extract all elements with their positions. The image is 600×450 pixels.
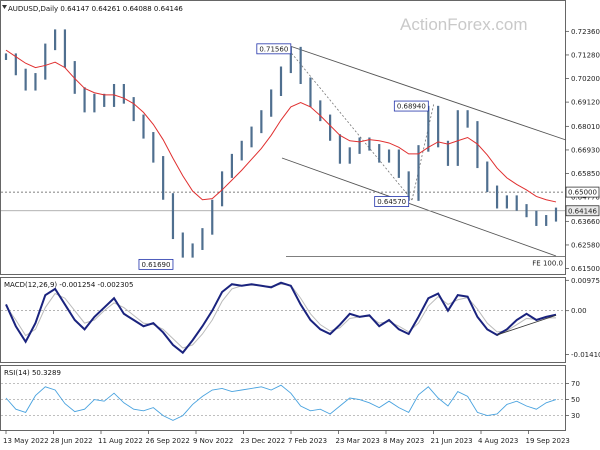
price-ytick-label-2: 0.70200 (571, 75, 600, 83)
rsi-line (5, 384, 557, 421)
xtick-label-7: 23 Mar 2023 (336, 437, 380, 445)
price-panel-title: AUDUSD,Daily 0.64147 0.64261 0.64088 0.6… (8, 5, 183, 13)
price-ytick-label-8: 0.63660 (571, 218, 600, 226)
macd-ytick-label-1: 0.00 (571, 307, 587, 315)
annotation-box-1 (393, 100, 429, 112)
price-ytick-label-5: 0.66930 (571, 146, 600, 154)
macd-ytick-label-2: -0.014107 (571, 351, 600, 359)
price-tag-box-0 (565, 186, 600, 198)
xtick-label-9: 21 Jun 2023 (431, 437, 473, 445)
price-ytick-label-7: 0.64770 (571, 194, 600, 202)
annotation-box-2 (374, 196, 410, 207)
annotation-label-1: 0.68940 (397, 103, 426, 111)
rsi-ytick-label-0: 70 (571, 380, 580, 388)
moving-average-line (5, 49, 557, 203)
axis-layer: 0.72360 0.71280 0.70200 0.69120 0.68010 0.669… (3, 28, 600, 445)
macd-panel-frame (0, 277, 566, 363)
channel-upper-line (283, 43, 567, 141)
xtick-label-8: 8 May 2023 (383, 437, 424, 445)
rsi-ytick-label-1: 50 (571, 396, 580, 404)
projection-dashed-1 (283, 43, 413, 201)
rsi-panel-title: RSI(14) 50.3289 (4, 369, 61, 377)
price-ytick-label-10: 0.61500 (571, 265, 600, 273)
annotation-box-0 (256, 43, 292, 55)
xtick-label-0: 13 May 2022 (3, 437, 49, 445)
price-ytick-label-1: 0.71280 (571, 51, 600, 59)
annotation-label-3: 0.61690 (141, 261, 170, 269)
macd-panel-title: MACD(12,26,9) -0.001254 -0.002305 (4, 281, 133, 289)
channel-lower-line (281, 157, 557, 257)
xtick-label-4: 9 Nov 2022 (193, 437, 233, 445)
dropdown-triangle-icon[interactable] (2, 5, 7, 9)
xtick-label-1: 28 Jun 2022 (51, 437, 93, 445)
price-ytick-label-3: 0.69120 (571, 99, 600, 107)
xtick-label-10: 4 Aug 2023 (478, 437, 518, 445)
price-layer: FE 100.0 0.71560 0.68940 0.64570 0.61690 (1, 29, 565, 270)
xtick-label-2: 11 Aug 2022 (98, 437, 143, 445)
price-ytick-label-0: 0.72360 (571, 28, 600, 36)
macd-signal-line (5, 283, 556, 349)
rsi-ytick-label-2: 30 (571, 412, 580, 420)
level-label-2: FE 100.0 (532, 260, 563, 268)
annotation-label-2: 0.64570 (377, 198, 406, 206)
price-tag-label-1: 0.64146 (568, 207, 597, 215)
macd-main-line (5, 281, 557, 355)
macd-trendline (496, 314, 557, 336)
projection-dashed-2 (411, 102, 435, 201)
price-tag-box-1 (565, 205, 600, 217)
price-tag-label-0: 0.65000 (568, 189, 597, 197)
price-ytick-label-9: 0.62580 (571, 241, 600, 249)
rsi-layer (1, 383, 565, 421)
rsi-panel-frame (0, 365, 566, 431)
price-ytick-label-6: 0.65850 (571, 170, 600, 178)
macd-layer (1, 281, 565, 355)
xtick-label-5: 23 Dec 2022 (241, 437, 286, 445)
macd-ytick-label-0: 0.009751 (571, 277, 600, 285)
xtick-label-3: 26 Sep 2022 (146, 437, 190, 445)
xtick-label-11: 19 Sep 2023 (526, 437, 570, 445)
xtick-label-6: 7 Feb 2023 (288, 437, 327, 445)
price-ytick-label-4: 0.68010 (571, 123, 600, 131)
annotation-label-0: 0.71560 (259, 45, 288, 53)
watermark: ActionForex.com (400, 15, 528, 34)
price-panel-frame (0, 0, 566, 275)
annotation-box-3 (138, 258, 174, 270)
